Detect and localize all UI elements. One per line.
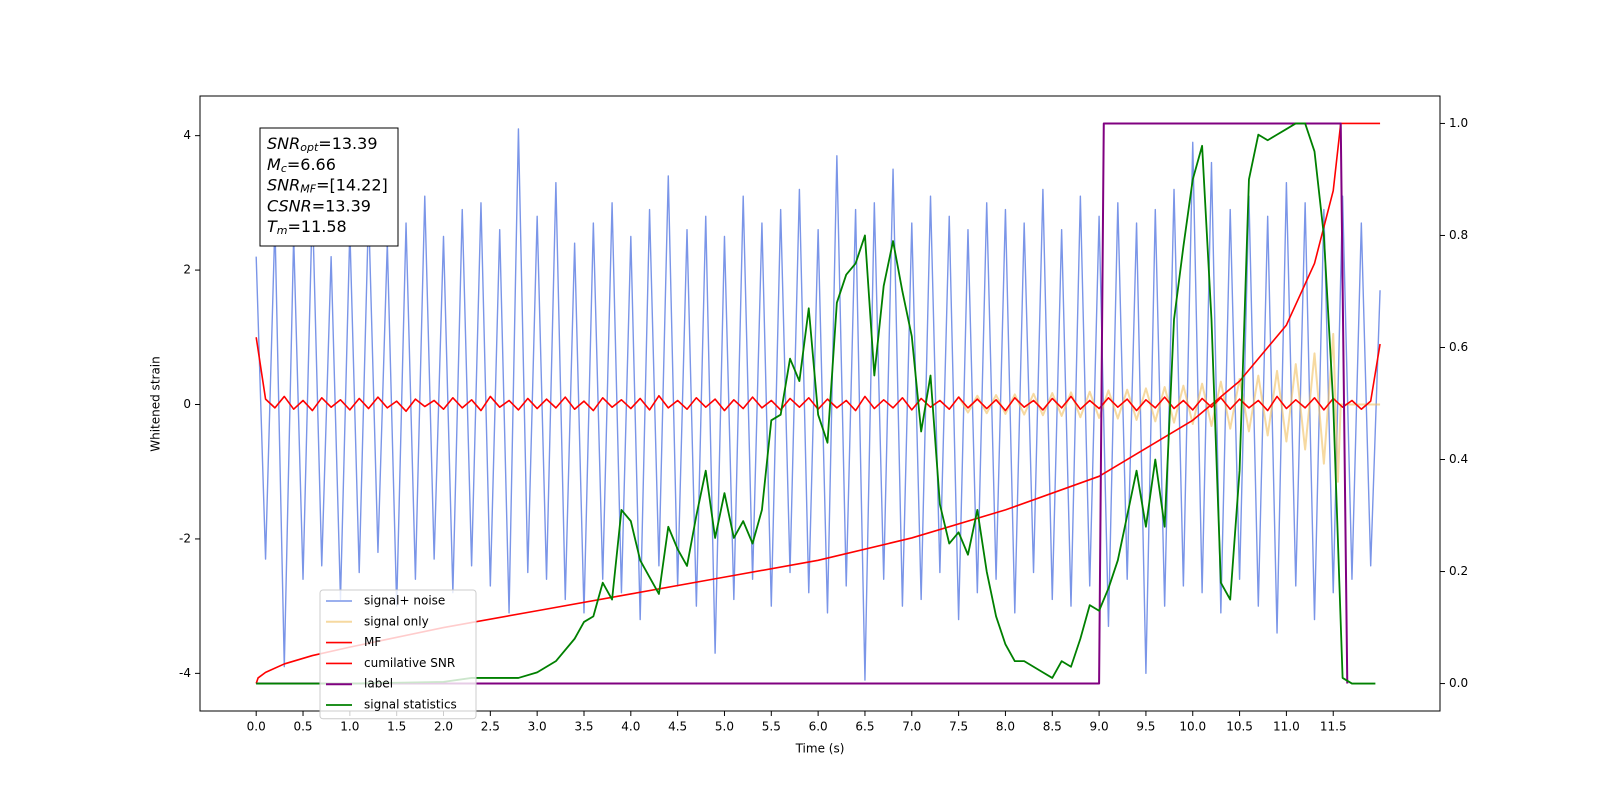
annotation-line: Mc=6.66 [267, 154, 336, 175]
annotation-sub: m [277, 224, 288, 237]
y-tick-label: -4 [179, 666, 191, 680]
annotation-name: T [267, 217, 278, 236]
y-tick-label: 0 [183, 397, 191, 411]
annotation-name: M [267, 154, 281, 173]
x-tick-label: 7.5 [949, 720, 968, 734]
x-tick-label: 1.5 [387, 720, 406, 734]
series-line [255, 128, 1381, 681]
y-tick-label: 4 [183, 128, 191, 142]
x-tick-label: 3.0 [528, 720, 547, 734]
annotation-sub: c [281, 162, 287, 175]
annotation-value: =6.66 [287, 154, 336, 173]
annotation-value: =13.39 [312, 196, 371, 215]
legend-label: signal+ noise [364, 594, 445, 608]
annotation-line: SNRMF=[14.22] [267, 175, 388, 196]
y2-tick-label: 0.2 [1449, 564, 1468, 578]
legend-label: MF [364, 635, 381, 649]
x-tick-label: 10.5 [1226, 720, 1253, 734]
annotation-sub: MF [300, 183, 316, 196]
series-line [957, 332, 1381, 483]
annotation-line: CSNR=13.39 [267, 196, 371, 215]
x-tick-label: 9.0 [1090, 720, 1109, 734]
y2-tick-label: 0.0 [1449, 676, 1468, 690]
annotation-value: =11.58 [288, 217, 347, 236]
x-tick-label: 11.5 [1320, 720, 1347, 734]
y2-tick-label: 0.4 [1449, 452, 1468, 466]
x-tick-label: 5.5 [762, 720, 781, 734]
x-tick-label: 11.0 [1273, 720, 1300, 734]
y2-tick-label: 1.0 [1449, 116, 1468, 130]
annotation-sub: opt [300, 141, 319, 154]
x-tick-label: 6.0 [809, 720, 828, 734]
annotation-value: =13.39 [318, 134, 377, 153]
y2-tick-label: 0.6 [1449, 340, 1468, 354]
annotation-frame [259, 127, 399, 247]
annotation-name: CSNR [267, 196, 312, 215]
legend-label: label [364, 677, 393, 691]
annotation-name: SNR [267, 134, 300, 153]
x-tick-label: 9.5 [1136, 720, 1155, 734]
x-tick-label: 4.5 [668, 720, 687, 734]
x-tick-label: 10.0 [1179, 720, 1206, 734]
x-tick-label: 1.0 [340, 720, 359, 734]
annotation-box: SNRopt=13.39Mc=6.66SNRMF=[14.22]CSNR=13.… [259, 127, 399, 247]
x-tick-label: 2.0 [434, 720, 453, 734]
x-tick-label: 8.5 [1043, 720, 1062, 734]
legend-label: cumilative SNR [364, 656, 455, 670]
y-axis-label: Whitened strain [149, 356, 163, 452]
x-tick-label: 6.5 [855, 720, 874, 734]
y2-tick-label: 0.8 [1449, 228, 1468, 242]
x-axis-label: Time (s) [795, 742, 845, 756]
x-tick-label: 7.0 [902, 720, 921, 734]
x-tick-label: 5.0 [715, 720, 734, 734]
annotation-line: SNRopt=13.39 [267, 134, 378, 155]
x-tick-label: 4.0 [621, 720, 640, 734]
series-line [256, 122, 1349, 685]
legend: signal+ noise signal only MF cumilative SNR… [319, 589, 477, 720]
y-tick-label: 2 [183, 263, 191, 277]
legend-frame [319, 589, 477, 720]
annotation-name: SNR [267, 175, 300, 194]
x-tick-label: 3.5 [574, 720, 593, 734]
y-tick-label: -2 [179, 531, 191, 545]
legend-label: signal statistics [364, 698, 457, 712]
x-tick-label: 0.0 [247, 720, 266, 734]
axes-frame [199, 95, 1441, 712]
x-tick-label: 8.0 [996, 720, 1015, 734]
annotation-line: Tm=11.58 [267, 217, 347, 238]
x-tick-label: 0.5 [293, 720, 312, 734]
x-tick-label: 2.5 [481, 720, 500, 734]
series-line [255, 122, 1381, 684]
legend-label: signal only [364, 614, 429, 628]
annotation-value: =[14.22] [316, 175, 388, 194]
series-line [256, 122, 1376, 685]
